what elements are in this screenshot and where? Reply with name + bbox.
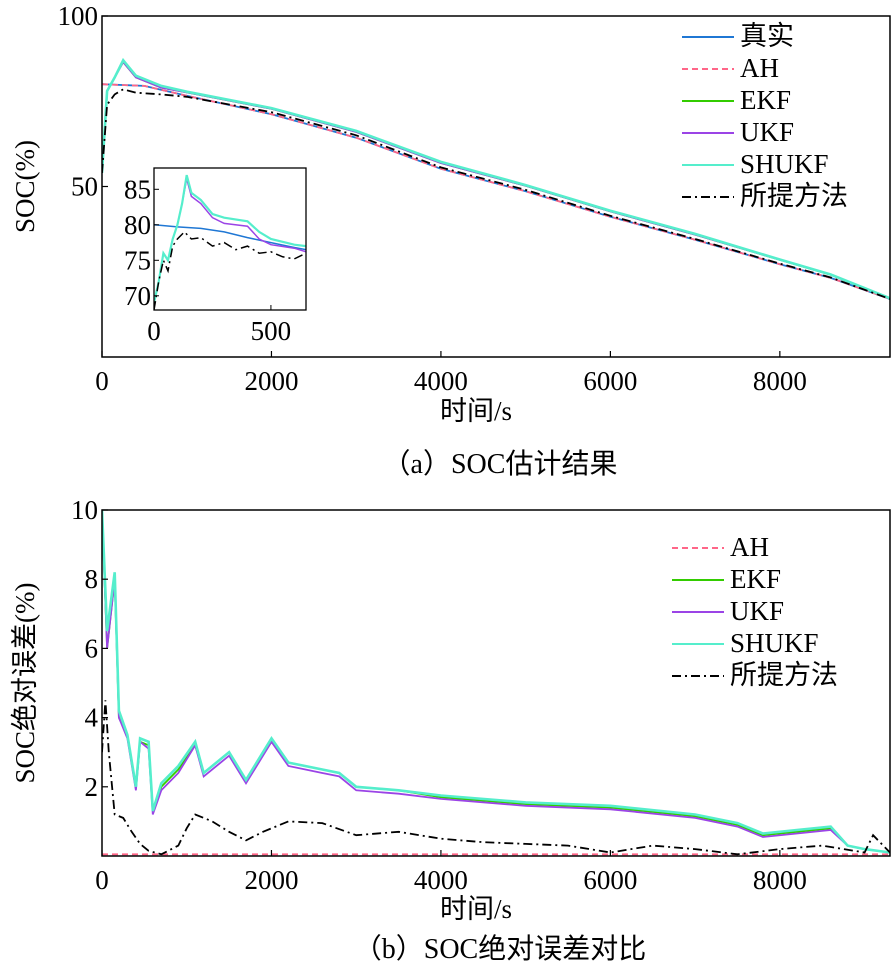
legend-label: EKF <box>730 564 781 594</box>
legend-label: SHUKF <box>740 149 829 179</box>
x-tick-label: 6000 <box>583 865 637 895</box>
inset-series-line-3 <box>154 230 306 310</box>
legend-label: AH <box>730 532 769 562</box>
inset-series-line-0 <box>154 224 306 251</box>
inset-x-tick-label: 500 <box>251 316 292 346</box>
inset-y-tick-label: 80 <box>124 210 151 240</box>
series-line-5 <box>102 88 890 300</box>
legend-label: EKF <box>740 85 791 115</box>
y-tick-label: 8 <box>85 564 99 594</box>
plot-frame <box>101 509 891 857</box>
y-tick-label: 4 <box>85 703 99 733</box>
legend-label: AH <box>740 53 779 83</box>
legend-label: UKF <box>740 117 794 147</box>
inset-series-line-2 <box>154 174 306 304</box>
y-tick-label: 6 <box>85 633 99 663</box>
panel-caption: （a）SOC估计结果 <box>383 448 618 480</box>
inset-frame <box>153 167 307 311</box>
panel-caption: （b）SOC绝对误差对比 <box>354 933 646 965</box>
x-axis-label: 时间/s <box>440 894 512 924</box>
inset-zoom-plot: 0 500 70 75 80 85 <box>124 167 307 346</box>
y-tick-label: 2 <box>85 772 99 802</box>
series-line-4 <box>102 700 890 856</box>
x-tick-label: 0 <box>95 865 109 895</box>
panel-a-soc-estimation: 0 2000 4000 6000 8000 50 100 时间/s SOC(%) （a）SOC估计… <box>10 1 891 480</box>
y-tick-label: 100 <box>58 1 99 31</box>
y-axis-label: SOC(%) <box>10 140 40 233</box>
x-tick-label: 6000 <box>583 366 637 396</box>
inset-y-tick-label: 70 <box>124 281 151 311</box>
x-tick-label: 8000 <box>753 366 807 396</box>
x-tick-label: 4000 <box>414 366 468 396</box>
inset-y-tick-label: 75 <box>124 245 151 275</box>
legend-label: 所提方法 <box>740 181 848 211</box>
series-lines <box>102 510 890 856</box>
x-tick-label: 2000 <box>244 366 298 396</box>
inset-x-tick-label: 0 <box>147 316 161 346</box>
legend-label: SHUKF <box>730 628 819 658</box>
x-tick-label: 2000 <box>244 865 298 895</box>
y-axis-label: SOC绝对误差(%) <box>10 583 40 784</box>
legend-label: 所提方法 <box>730 660 838 690</box>
x-tick-label: 0 <box>95 366 109 396</box>
legend-label: 真实 <box>740 21 794 51</box>
legend-label: UKF <box>730 596 784 626</box>
series-line-4 <box>102 57 890 300</box>
x-tick-label: 4000 <box>414 865 468 895</box>
panel-b-soc-absolute-error: 0 2000 4000 6000 8000 2 4 6 8 10 时间/s SOC绝对误差(%) （b）… <box>10 495 891 965</box>
inset-y-tick-label: 85 <box>124 174 151 204</box>
series-line-3 <box>102 510 890 854</box>
series-lines <box>102 57 890 300</box>
x-axis-label: 时间/s <box>440 396 512 426</box>
y-tick-label: 50 <box>71 172 98 202</box>
y-tick-label: 10 <box>71 495 98 525</box>
x-tick-label: 8000 <box>753 865 807 895</box>
